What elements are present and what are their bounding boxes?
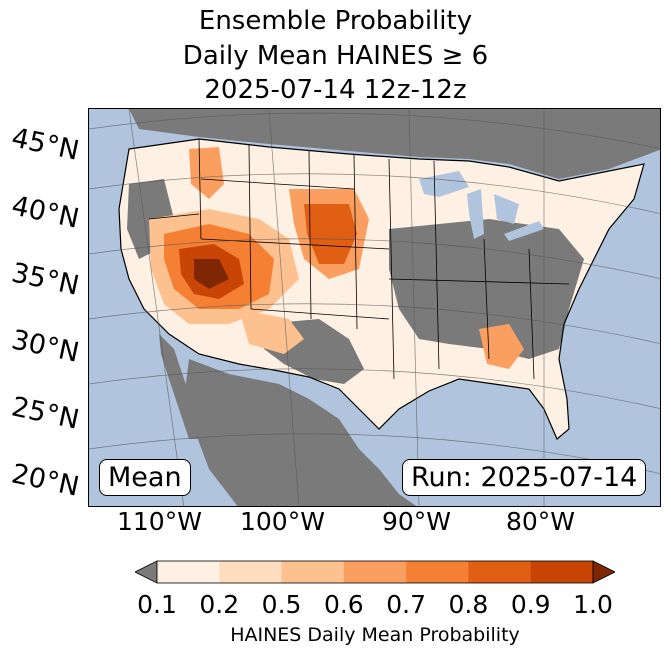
colorbar-tick-label: 0.8 bbox=[448, 590, 489, 619]
colorbar-segment bbox=[468, 561, 532, 583]
prob-zone-new-mexico bbox=[239, 309, 304, 354]
prob-zone-southeast bbox=[479, 324, 524, 369]
run-date-box: Run: 2025-07-14 bbox=[402, 459, 647, 496]
colorbar-segment bbox=[530, 561, 594, 583]
colorbar-under-arrow bbox=[135, 560, 158, 584]
colorbar-tick-label: 0.6 bbox=[323, 590, 364, 619]
colorbar-segment bbox=[343, 561, 407, 583]
map-canvas bbox=[89, 109, 660, 506]
colorbar-label: HAINES Daily Mean Probability bbox=[230, 624, 520, 646]
lake-huron bbox=[494, 194, 519, 224]
colorbar-segment bbox=[219, 561, 283, 583]
conus-border bbox=[118, 138, 645, 440]
lake-michigan bbox=[467, 189, 484, 239]
colorbar-over-arrow bbox=[592, 560, 615, 584]
colorbar-segment bbox=[406, 561, 469, 583]
colorbar-tick-label: 0.1 bbox=[137, 590, 177, 619]
prob-zone-plains-core bbox=[304, 204, 357, 264]
colorbar-segment bbox=[157, 561, 220, 583]
lon-label-100w: 100°W bbox=[240, 507, 325, 536]
lat-label-40: 40°N bbox=[8, 190, 82, 235]
lat-label-25: 25°N bbox=[8, 391, 82, 436]
lon-label-80w: 80°W bbox=[506, 507, 576, 536]
colorbar-tick-label: 0.7 bbox=[386, 590, 427, 619]
colorbar-tick-label: 0.5 bbox=[261, 590, 302, 619]
probability-map: Mean Run: 2025-07-14 bbox=[88, 108, 661, 507]
lon-label-110w: 110°W bbox=[117, 507, 202, 536]
lon-label-90w: 90°W bbox=[382, 507, 452, 536]
lake-erie bbox=[504, 221, 544, 241]
title-line-3: 2025-07-14 12z-12z bbox=[204, 75, 467, 105]
graticule bbox=[89, 109, 660, 506]
lat-label-20: 20°N bbox=[8, 458, 82, 503]
colorbar-segment bbox=[281, 561, 345, 583]
title-line-2: Daily Mean HAINES ≥ 6 bbox=[182, 41, 489, 71]
mean-label-box: Mean bbox=[99, 459, 191, 496]
colorbar-tick-label: 1.0 bbox=[573, 590, 613, 619]
lat-label-45: 45°N bbox=[8, 122, 82, 167]
colorbar-tick-label: 0.2 bbox=[199, 590, 240, 619]
lat-label-30: 30°N bbox=[8, 324, 82, 369]
title-line-1: Ensemble Probability bbox=[198, 6, 473, 36]
prob-zone-southwest-peak bbox=[194, 259, 229, 289]
mexico-landmass bbox=[184, 359, 417, 506]
colorbar-frame bbox=[156, 560, 594, 584]
lat-label-35: 35°N bbox=[8, 257, 82, 302]
colorbar-tick-label: 0.9 bbox=[510, 590, 551, 619]
prob-zone-idaho bbox=[189, 147, 224, 199]
colorbar bbox=[135, 560, 615, 584]
baja-landmass bbox=[159, 334, 199, 439]
lake-superior bbox=[419, 171, 469, 197]
